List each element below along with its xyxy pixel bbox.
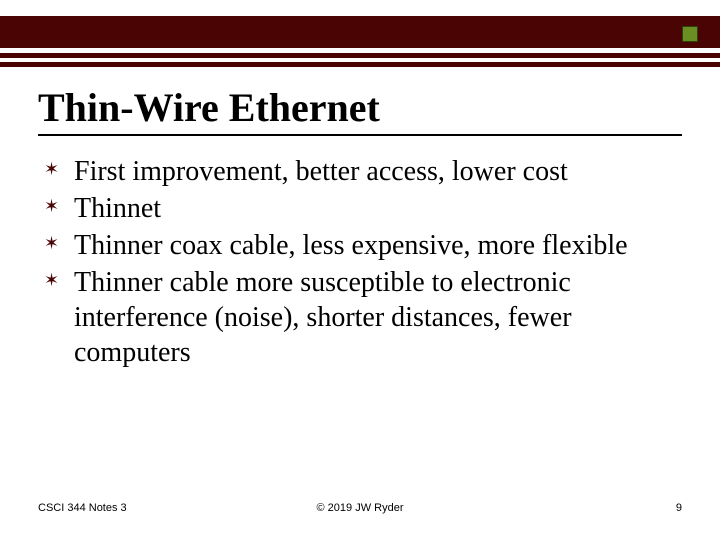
bullet-list: First improvement, better access, lower … bbox=[44, 154, 676, 370]
list-item: Thinner coax cable, less expensive, more… bbox=[44, 228, 676, 263]
list-item: Thinnet bbox=[44, 191, 676, 226]
slide-title: Thin-Wire Ethernet bbox=[38, 84, 380, 131]
list-item: First improvement, better access, lower … bbox=[44, 154, 676, 189]
decorative-line-1 bbox=[0, 53, 720, 58]
title-underline bbox=[38, 134, 682, 136]
slide-footer: CSCI 344 Notes 3 © 2019 JW Ryder 9 bbox=[38, 502, 682, 514]
footer-left: CSCI 344 Notes 3 bbox=[38, 502, 127, 514]
footer-center: © 2019 JW Ryder bbox=[317, 502, 404, 514]
list-item: Thinner cable more susceptible to electr… bbox=[44, 265, 676, 370]
decorative-top-band bbox=[0, 16, 720, 48]
decorative-line-2 bbox=[0, 62, 720, 67]
footer-right: 9 bbox=[676, 502, 682, 514]
slide-content: First improvement, better access, lower … bbox=[44, 154, 676, 372]
